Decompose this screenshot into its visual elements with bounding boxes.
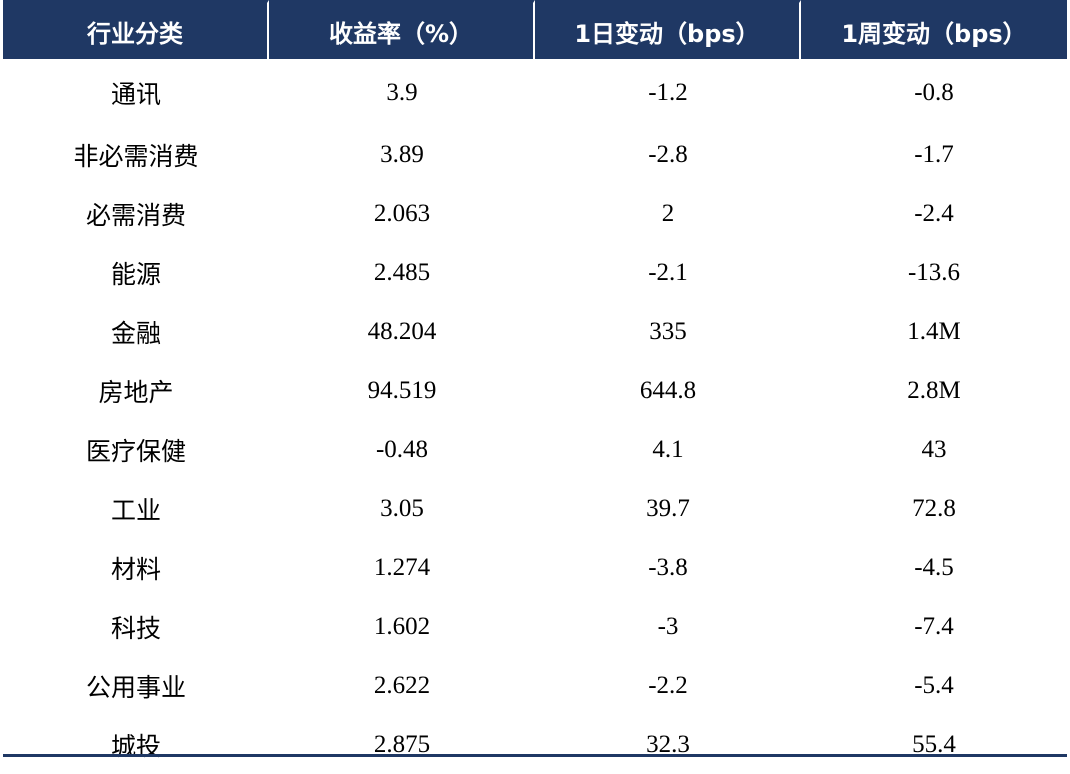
table-row: 能源 2.485 -2.1 -13.6 (3, 243, 1067, 302)
change-1w-value: -13.6 (907, 258, 961, 286)
change-1w-value: -1.7 (914, 140, 954, 168)
header-sector: 行业分类 (3, 0, 269, 59)
sector-yield-table: 行业分类 收益率（%） 1日变动（bps） 1周变动（bps） 通讯 3.9 -… (3, 0, 1067, 774)
sector-name: 城投 (110, 731, 161, 761)
table-row: 通讯 3.9 -1.2 -0.8 (3, 59, 1067, 125)
sector-name: 能源 (110, 259, 161, 289)
table-row: 金融 48.204 335 1.4M (3, 302, 1067, 361)
sector-name: 通讯 (110, 80, 161, 109)
change-1w-value: 55.4 (912, 730, 956, 758)
change-1d-value: -1.2 (648, 79, 688, 106)
change-1d-value: -2.1 (648, 258, 688, 286)
yield-value: 2.063 (373, 199, 431, 227)
sector-name: 工业 (110, 495, 161, 525)
table-row: 必需消费 2.063 2 -2.4 (3, 184, 1067, 243)
change-1w-value: -7.4 (914, 612, 954, 640)
yield-value: 48.204 (367, 317, 437, 345)
change-1w-value: -0.8 (914, 79, 954, 106)
yield-value: 3.89 (380, 140, 424, 168)
table-row: 科技 1.602 -3 -7.4 (3, 597, 1067, 656)
table-row: 城投 2.875 32.3 55.4 (3, 715, 1067, 774)
sector-name: 材料 (110, 554, 161, 584)
yield-value: -0.48 (375, 435, 429, 463)
table-row: 材料 1.274 -3.8 -4.5 (3, 538, 1067, 597)
change-1w-value: 2.8M (907, 376, 961, 404)
yield-value: 3.05 (380, 494, 424, 522)
table-header: 行业分类 收益率（%） 1日变动（bps） 1周变动（bps） (3, 0, 1067, 59)
change-1d-value: -3.8 (648, 553, 688, 581)
yield-value: 2.485 (373, 258, 431, 286)
yield-value: 3.9 (386, 79, 418, 106)
yield-value: 2.622 (373, 671, 431, 699)
sector-name: 必需消费 (85, 200, 186, 230)
sector-name: 非必需消费 (73, 141, 199, 171)
table-row: 房地产 94.519 644.8 2.8M (3, 361, 1067, 420)
change-1d-value: 4.1 (652, 435, 684, 463)
header-1w-change: 1周变动（bps） (801, 0, 1067, 59)
table-row: 工业 3.05 39.7 72.8 (3, 479, 1067, 538)
sector-name: 公用事业 (85, 672, 186, 702)
yield-value: 1.602 (373, 612, 431, 640)
change-1w-value: -4.5 (914, 553, 954, 581)
yield-value: 94.519 (367, 376, 437, 404)
header-yield: 收益率（%） (269, 0, 535, 59)
change-1w-value: 1.4M (907, 317, 961, 345)
change-1d-value: 39.7 (646, 494, 690, 522)
yield-value: 1.274 (373, 553, 431, 581)
table-row: 公用事业 2.622 -2.2 -5.4 (3, 656, 1067, 715)
header-1d-change: 1日变动（bps） (535, 0, 801, 59)
change-1d-value: 2 (661, 199, 675, 227)
change-1w-value: -2.4 (914, 199, 954, 227)
change-1w-value: 43 (921, 435, 947, 463)
change-1d-value: 335 (649, 317, 687, 345)
yield-value: 2.875 (373, 730, 431, 758)
sector-name: 金融 (110, 318, 161, 348)
sector-name: 医疗保健 (85, 436, 186, 466)
change-1d-value: 32.3 (646, 730, 690, 758)
change-1d-value: -3 (657, 612, 679, 640)
change-1d-value: 644.8 (639, 376, 697, 404)
table-body: 通讯 3.9 -1.2 -0.8 非必需消费 3.89 -2.8 -1.7 必需… (3, 59, 1067, 774)
table-row: 非必需消费 3.89 -2.8 -1.7 (3, 125, 1067, 184)
change-1w-value: -5.4 (914, 671, 954, 699)
table-row: 医疗保健 -0.48 4.1 43 (3, 420, 1067, 479)
change-1d-value: -2.2 (648, 671, 688, 699)
change-1d-value: -2.8 (648, 140, 688, 168)
table-bottom-rule (3, 754, 1067, 757)
header-row: 行业分类 收益率（%） 1日变动（bps） 1周变动（bps） (3, 0, 1067, 59)
sector-name: 房地产 (98, 377, 174, 407)
sector-name: 科技 (110, 613, 161, 643)
change-1w-value: 72.8 (912, 494, 956, 522)
